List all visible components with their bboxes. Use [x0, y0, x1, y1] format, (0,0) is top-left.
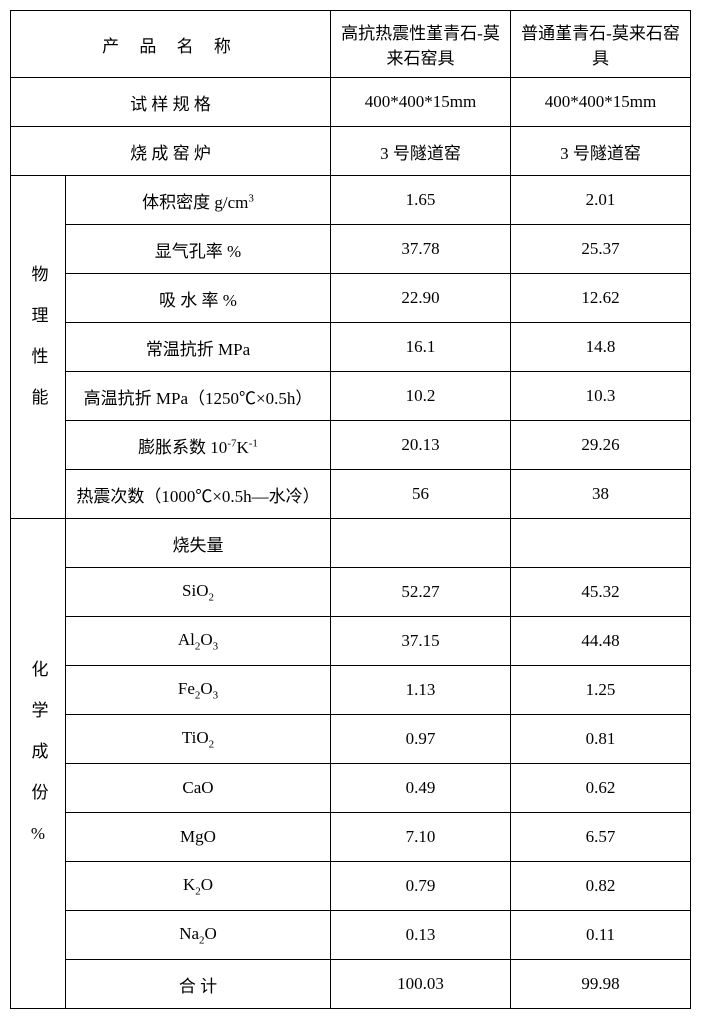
- spec-label: 试 样 规 格: [11, 78, 331, 127]
- table-row: 显气孔率 % 37.78 25.37: [11, 225, 691, 274]
- porosity-b: 25.37: [511, 225, 691, 274]
- table-row: Fe2O3 1.13 1.25: [11, 666, 691, 715]
- expansion-label: 膨胀系数 10-7K-1: [66, 421, 331, 470]
- mor-ht-a: 10.2: [331, 372, 511, 421]
- spec-a: 400*400*15mm: [331, 78, 511, 127]
- physical-section-label: 物理性能: [11, 176, 66, 519]
- cao-a: 0.49: [331, 764, 511, 813]
- table-row: Al2O3 37.15 44.48: [11, 617, 691, 666]
- na2o-label: Na2O: [66, 911, 331, 960]
- na2o-b: 0.11: [511, 911, 691, 960]
- total-b: 99.98: [511, 960, 691, 1009]
- loi-b: [511, 519, 691, 568]
- table-row: SiO2 52.27 45.32: [11, 568, 691, 617]
- mor-rt-label: 常温抗折 MPa: [66, 323, 331, 372]
- table-row: Na2O 0.13 0.11: [11, 911, 691, 960]
- kiln-label: 烧 成 窑 炉: [11, 127, 331, 176]
- sio2-a: 52.27: [331, 568, 511, 617]
- kiln-b: 3 号隧道窑: [511, 127, 691, 176]
- fe2o3-a: 1.13: [331, 666, 511, 715]
- table-row: 烧 成 窑 炉 3 号隧道窑 3 号隧道窑: [11, 127, 691, 176]
- water-label: 吸 水 率 %: [66, 274, 331, 323]
- tio2-b: 0.81: [511, 715, 691, 764]
- table-row: 常温抗折 MPa 16.1 14.8: [11, 323, 691, 372]
- mor-ht-label: 高温抗折 MPa（1250℃×0.5h）: [66, 372, 331, 421]
- fe2o3-b: 1.25: [511, 666, 691, 715]
- table-row: 试 样 规 格 400*400*15mm 400*400*15mm: [11, 78, 691, 127]
- table-row: MgO 7.10 6.57: [11, 813, 691, 862]
- na2o-a: 0.13: [331, 911, 511, 960]
- loi-a: [331, 519, 511, 568]
- mgo-a: 7.10: [331, 813, 511, 862]
- mor-rt-a: 16.1: [331, 323, 511, 372]
- table-row: 化学成份% 烧失量: [11, 519, 691, 568]
- al2o3-label: Al2O3: [66, 617, 331, 666]
- al2o3-a: 37.15: [331, 617, 511, 666]
- water-a: 22.90: [331, 274, 511, 323]
- table-row: 高温抗折 MPa（1250℃×0.5h） 10.2 10.3: [11, 372, 691, 421]
- kiln-a: 3 号隧道窑: [331, 127, 511, 176]
- tio2-label: TiO2: [66, 715, 331, 764]
- cao-b: 0.62: [511, 764, 691, 813]
- table-row: 产 品 名 称 高抗热震性堇青石-莫来石窑具 普通堇青石-莫来石窑具: [11, 11, 691, 78]
- table-row: TiO2 0.97 0.81: [11, 715, 691, 764]
- k2o-label: K2O: [66, 862, 331, 911]
- thermal-shock-a: 56: [331, 470, 511, 519]
- fe2o3-label: Fe2O3: [66, 666, 331, 715]
- porosity-a: 37.78: [331, 225, 511, 274]
- loi-label: 烧失量: [66, 519, 331, 568]
- mor-ht-b: 10.3: [511, 372, 691, 421]
- density-label: 体积密度 g/cm3: [66, 176, 331, 225]
- density-a: 1.65: [331, 176, 511, 225]
- product-name-header: 产 品 名 称: [11, 11, 331, 78]
- spec-b: 400*400*15mm: [511, 78, 691, 127]
- sio2-label: SiO2: [66, 568, 331, 617]
- total-label: 合 计: [66, 960, 331, 1009]
- density-b: 2.01: [511, 176, 691, 225]
- comparison-table: 产 品 名 称 高抗热震性堇青石-莫来石窑具 普通堇青石-莫来石窑具 试 样 规…: [10, 10, 691, 1009]
- sio2-b: 45.32: [511, 568, 691, 617]
- table-row: 膨胀系数 10-7K-1 20.13 29.26: [11, 421, 691, 470]
- porosity-label: 显气孔率 %: [66, 225, 331, 274]
- table-row: 合 计 100.03 99.98: [11, 960, 691, 1009]
- water-b: 12.62: [511, 274, 691, 323]
- thermal-shock-b: 38: [511, 470, 691, 519]
- mgo-b: 6.57: [511, 813, 691, 862]
- col-a-header: 高抗热震性堇青石-莫来石窑具: [331, 11, 511, 78]
- cao-label: CaO: [66, 764, 331, 813]
- table-row: K2O 0.79 0.82: [11, 862, 691, 911]
- col-b-header: 普通堇青石-莫来石窑具: [511, 11, 691, 78]
- k2o-b: 0.82: [511, 862, 691, 911]
- al2o3-b: 44.48: [511, 617, 691, 666]
- table-row: CaO 0.49 0.62: [11, 764, 691, 813]
- table-row: 物理性能 体积密度 g/cm3 1.65 2.01: [11, 176, 691, 225]
- total-a: 100.03: [331, 960, 511, 1009]
- mgo-label: MgO: [66, 813, 331, 862]
- chemical-section-label: 化学成份%: [11, 519, 66, 1009]
- expansion-a: 20.13: [331, 421, 511, 470]
- tio2-a: 0.97: [331, 715, 511, 764]
- expansion-b: 29.26: [511, 421, 691, 470]
- thermal-shock-label: 热震次数（1000℃×0.5h—水冷）: [66, 470, 331, 519]
- k2o-a: 0.79: [331, 862, 511, 911]
- table-row: 吸 水 率 % 22.90 12.62: [11, 274, 691, 323]
- mor-rt-b: 14.8: [511, 323, 691, 372]
- table-row: 热震次数（1000℃×0.5h—水冷） 56 38: [11, 470, 691, 519]
